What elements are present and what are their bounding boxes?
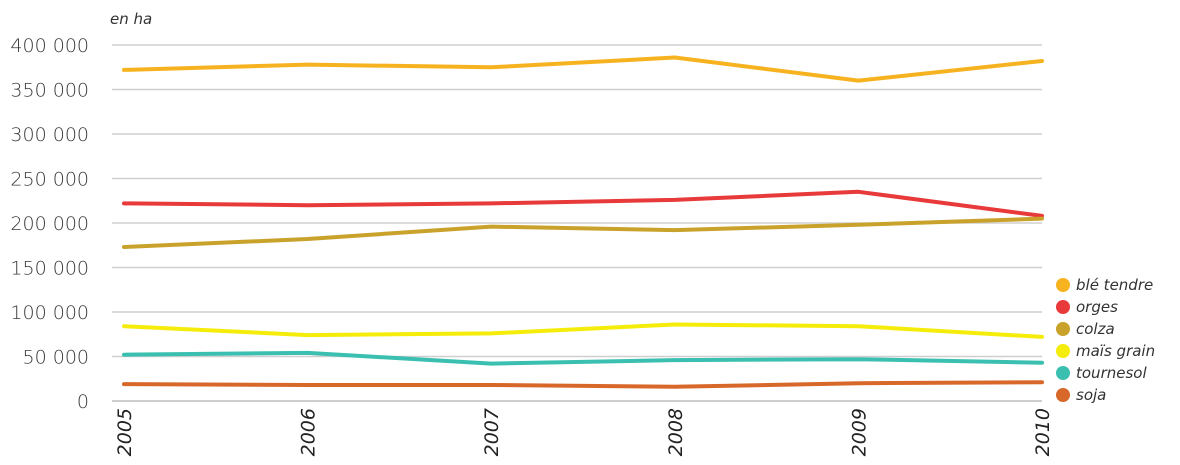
y-tick-label: 300 000	[10, 124, 89, 146]
series-line-soja	[122, 380, 1044, 389]
legend-label: colza	[1076, 320, 1115, 338]
x-tick-label: 2010	[1032, 408, 1054, 456]
legend-label: tournesol	[1076, 364, 1147, 382]
x-tick-label: 2007	[481, 408, 503, 456]
y-tick-label: 100 000	[10, 302, 89, 324]
y-tick-label: 50 000	[23, 347, 89, 369]
y-tick-label: 250 000	[10, 169, 89, 191]
y-tick-label: 350 000	[10, 80, 89, 102]
legend-label: soja	[1076, 386, 1106, 404]
unit-label: en ha	[110, 10, 152, 28]
y-tick-label: 0	[77, 391, 89, 413]
x-tick-label: 2008	[665, 408, 687, 456]
x-tick-label: 2009	[848, 408, 870, 456]
series-line-colza	[122, 216, 1044, 249]
y-tick-label: 400 000	[10, 35, 89, 57]
x-axis-ticks: 2005 2006 2007 2008 2009 2010	[114, 408, 1054, 456]
gridlines	[112, 44, 1042, 402]
legend-label: maïs grain	[1076, 342, 1155, 360]
legend-label: orges	[1076, 298, 1118, 316]
legend-swatch	[1056, 278, 1070, 292]
series-line-blé-tendre	[122, 55, 1044, 83]
x-tick-label: 2005	[114, 408, 136, 456]
y-axis-ticks: 0 50 000 100 000 150 000 200 000 250 000 300 0…	[10, 35, 89, 413]
legend-swatch	[1056, 366, 1070, 380]
legend-swatch	[1056, 300, 1070, 314]
y-tick-label: 200 000	[10, 213, 89, 235]
x-tick-label: 2006	[298, 408, 320, 456]
legend-swatch	[1056, 322, 1070, 336]
series-line-orges	[122, 189, 1044, 218]
y-tick-label: 150 000	[10, 258, 89, 280]
legend-label: blé tendre	[1076, 276, 1153, 294]
legend-swatch	[1056, 388, 1070, 402]
series-line-maïs-grain	[122, 322, 1044, 339]
legend-swatch	[1056, 344, 1070, 358]
series-line-tournesol	[122, 350, 1044, 366]
series-lines	[122, 55, 1044, 389]
legend: blé tendre orges colza maïs grain tournesol s…	[1056, 276, 1155, 404]
